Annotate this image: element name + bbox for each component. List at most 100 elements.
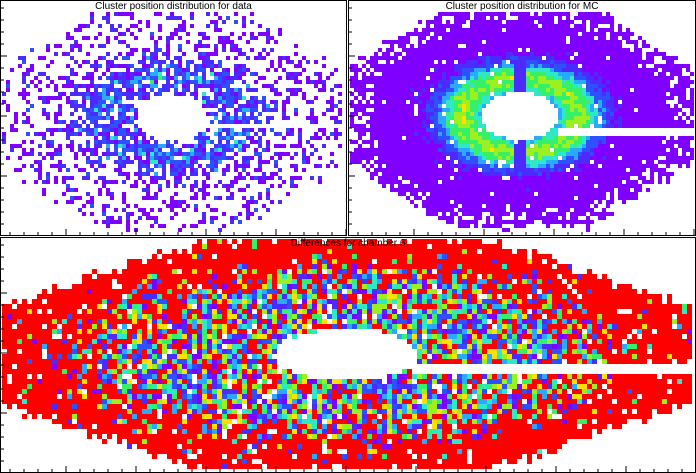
heatmap-bin <box>398 192 402 196</box>
heatmap-bin <box>474 16 478 20</box>
heatmap-bin <box>378 156 382 160</box>
heatmap-bin <box>458 172 462 176</box>
heatmap-bin <box>482 16 486 20</box>
heatmap-bin <box>130 184 134 188</box>
heatmap-bin <box>174 84 178 88</box>
heatmap-bin <box>590 48 594 52</box>
heatmap-bin <box>510 168 514 172</box>
heatmap-bin <box>494 220 498 224</box>
heatmap-bin <box>30 104 34 108</box>
heatmap-bin <box>406 40 410 44</box>
heatmap-bin <box>426 28 430 32</box>
heatmap-bin <box>638 76 642 80</box>
heatmap-bin <box>462 168 466 172</box>
heatmap-bin <box>566 204 570 208</box>
heatmap-bin <box>626 160 630 164</box>
heatmap-bin <box>522 200 526 204</box>
heatmap-bin <box>650 140 654 144</box>
heatmap-bin <box>230 192 234 196</box>
heatmap-bin <box>466 160 470 164</box>
heatmap-bin <box>446 112 450 116</box>
heatmap-bin <box>398 188 402 192</box>
heatmap-bin <box>230 32 234 36</box>
heatmap-bin <box>638 108 642 112</box>
heatmap-bin <box>366 152 370 156</box>
heatmap-bin <box>578 220 582 224</box>
heatmap-bin <box>406 84 410 88</box>
heatmap-bin <box>466 140 470 144</box>
heatmap-bin <box>426 116 430 120</box>
heatmap-bin <box>398 88 402 92</box>
heatmap-bin <box>162 84 166 88</box>
heatmap-bin <box>454 116 458 120</box>
heatmap-bin <box>262 56 266 60</box>
heatmap-bin <box>170 196 174 200</box>
heatmap-bin <box>686 68 690 72</box>
heatmap-bin <box>242 120 246 124</box>
heatmap-bin <box>462 184 466 188</box>
heatmap-bin <box>106 128 110 132</box>
heatmap-bin <box>370 152 374 156</box>
heatmap-bin <box>158 12 162 16</box>
heatmap-bin <box>478 188 482 192</box>
heatmap-bin <box>574 156 578 160</box>
heatmap-bin <box>442 44 446 48</box>
heatmap-bin <box>502 172 506 176</box>
heatmap-bin <box>238 88 242 92</box>
heatmap-bin <box>390 180 394 184</box>
heatmap-bin <box>610 176 614 180</box>
heatmap-bin <box>646 80 650 84</box>
heatmap-bin <box>310 100 314 104</box>
heatmap-bin <box>226 112 230 116</box>
heatmap-bin <box>402 48 406 52</box>
heatmap-bin <box>374 132 378 136</box>
heatmap-bin <box>538 188 542 192</box>
heatmap-bin <box>110 80 114 84</box>
heatmap-bin <box>590 80 594 84</box>
heatmap-bin <box>606 48 610 52</box>
heatmap-bin <box>394 116 398 120</box>
heatmap-bin <box>590 40 594 44</box>
heatmap-bin <box>518 176 522 180</box>
heatmap-bin <box>206 172 210 176</box>
heatmap-bin <box>226 96 230 100</box>
heatmap-bin <box>366 140 370 144</box>
heatmap-bin <box>458 156 462 160</box>
heatmap-bin <box>317 249 322 254</box>
heatmap-bin <box>518 144 522 148</box>
heatmap-bin <box>90 212 94 216</box>
heatmap-bin <box>158 60 162 64</box>
heatmap-bin <box>42 132 46 136</box>
heatmap-bin <box>102 72 106 76</box>
heatmap-bin <box>550 188 554 192</box>
heatmap-bin <box>478 156 482 160</box>
heatmap-bin <box>186 60 190 64</box>
heatmap-bin <box>566 140 570 144</box>
heatmap-bin <box>446 44 450 48</box>
heatmap-bin <box>534 32 538 36</box>
heatmap-bin <box>458 60 462 64</box>
heatmap-bin <box>482 44 486 48</box>
heatmap-bin <box>126 160 130 164</box>
heatmap-bin <box>154 40 158 44</box>
heatmap-bin <box>534 176 538 180</box>
heatmap-bin <box>578 92 582 96</box>
heatmap-bin <box>454 12 458 16</box>
heatmap-bin <box>638 120 642 124</box>
heatmap-bin <box>482 244 487 249</box>
heatmap-bin <box>614 136 618 140</box>
heatmap-bin <box>267 244 272 249</box>
heatmap-bin <box>110 76 114 80</box>
heatmap-bin <box>294 88 298 92</box>
heatmap-bin <box>94 148 98 152</box>
heatmap-bin <box>218 96 222 100</box>
heatmap-bin <box>270 200 274 204</box>
heatmap-bin <box>126 68 130 72</box>
heatmap-bin <box>434 156 438 160</box>
heatmap-bin <box>182 92 186 96</box>
heatmap-bin <box>398 164 402 168</box>
heatmap-bin <box>314 84 318 88</box>
heatmap-bin <box>546 164 550 168</box>
heatmap-bin <box>234 20 238 24</box>
heatmap-bin <box>670 92 674 96</box>
